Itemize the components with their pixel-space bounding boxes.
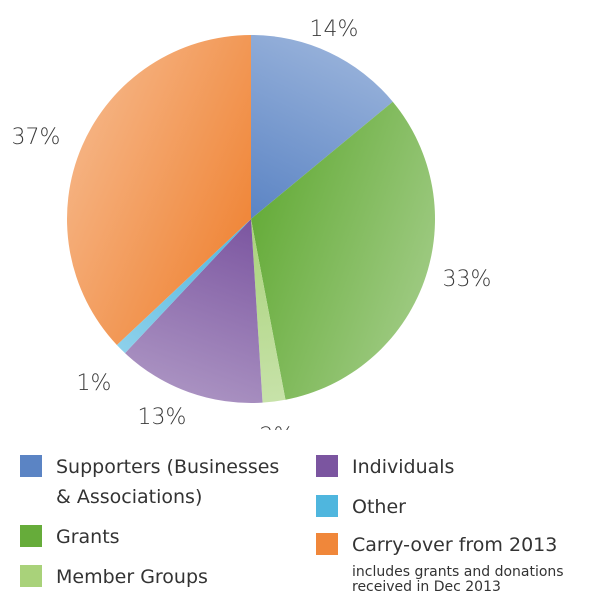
legend-swatch-carry-over — [316, 533, 338, 555]
pie-slice-other — [116, 219, 251, 354]
legend-label-member-groups: Member Groups — [56, 566, 208, 588]
pie-chart: 14% 33% 2% 13% 1% 37% — [12, 17, 492, 430]
legend-swatch-supporters — [20, 455, 42, 477]
pie-label-carry-over: 37% — [12, 125, 61, 150]
pie-label-member-groups: 2% — [260, 424, 295, 430]
legend-note-carry-over-line1: includes grants and donations — [352, 564, 564, 580]
pie-slice-individuals — [125, 219, 263, 404]
legend-swatch-individuals — [316, 455, 338, 477]
legend-label-other: Other — [352, 496, 406, 518]
pie-label-other: 1% — [77, 371, 112, 396]
legend-label-carry-over: Carry-over from 2013 — [352, 534, 558, 556]
legend-swatch-grants — [20, 525, 42, 547]
legend-label-supporters: Supporters (Businesses — [56, 456, 280, 478]
pie-percent-labels: 14% 33% 2% 13% 1% 37% — [12, 17, 492, 430]
pie-label-individuals: 13% — [138, 405, 187, 430]
pie-slice-grants — [251, 101, 435, 400]
legend-label-grants: Grants — [56, 526, 120, 548]
legend-note-carry-over-line2: received in Dec 2013 — [352, 579, 501, 595]
legend-swatch-other — [316, 495, 338, 517]
pie-slice-carry-over — [67, 35, 251, 345]
pie-label-grants: 33% — [443, 267, 492, 292]
pie-slice-supporters — [251, 35, 393, 219]
legend-label-individuals: Individuals — [352, 456, 455, 478]
legend-label-supporters-line2: & Associations) — [56, 486, 203, 508]
pie-label-supporters: 14% — [310, 17, 359, 42]
legend-swatch-member-groups — [20, 565, 42, 587]
pie-slice-member-groups — [251, 219, 286, 403]
pie-slices — [67, 35, 435, 404]
